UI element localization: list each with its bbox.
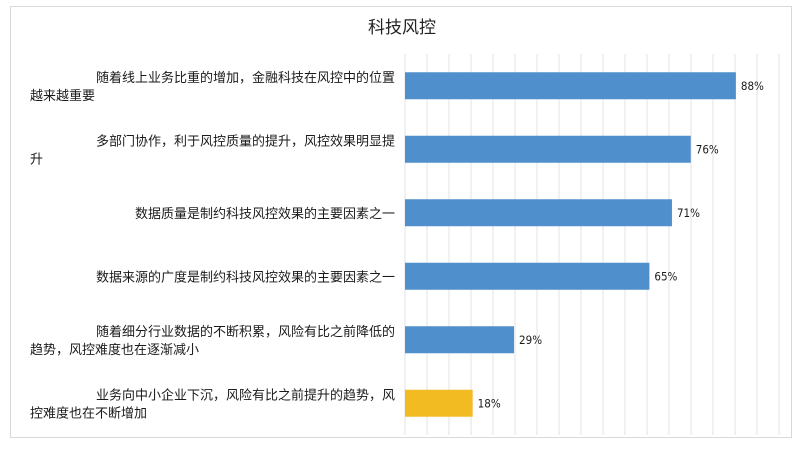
category-label: 随着细分行业数据的不断积累，风险有比之前降低的 bbox=[96, 324, 395, 340]
bar-chart: 随着线上业务比重的增加，金融科技在风控中的位置越来越重要多部门协作，利于风控质量… bbox=[30, 18, 780, 435]
value-label: 65% bbox=[654, 269, 677, 283]
chart-title: 科技风控 bbox=[368, 18, 436, 38]
value-label: 29% bbox=[519, 333, 542, 347]
grid-lines bbox=[404, 54, 780, 435]
category-label: 升 bbox=[30, 152, 43, 167]
category-label: 控难度也在不断增加 bbox=[30, 405, 147, 421]
bar bbox=[405, 326, 515, 354]
bar bbox=[405, 262, 650, 290]
category-label: 多部门协作，利于风控质量的提升，风控效果明显提 bbox=[96, 133, 395, 149]
category-label: 随着线上业务比重的增加，金融科技在风控中的位置 bbox=[96, 70, 395, 86]
value-labels: 88% 76% 71% 65% 29% 18% bbox=[478, 79, 764, 411]
bars bbox=[405, 72, 736, 417]
bar bbox=[405, 72, 736, 100]
value-label: 71% bbox=[677, 206, 700, 220]
category-label: 越来越重要 bbox=[30, 88, 95, 104]
value-label: 18% bbox=[478, 396, 501, 410]
category-label: 数据来源的广度是制约科技风控效果的主要因素之一 bbox=[96, 269, 395, 285]
chart-frame: 随着线上业务比重的增加，金融科技在风控中的位置 越来越重要多部门协作，利于风控质量… bbox=[10, 6, 792, 438]
bar bbox=[405, 389, 473, 417]
bar bbox=[405, 135, 691, 163]
value-label: 88% bbox=[741, 79, 764, 93]
value-label: 76% bbox=[696, 142, 719, 156]
category-label: 数据质量是制约科技风控效果的主要因素之一 bbox=[135, 206, 395, 222]
category-labels: 随着线上业务比重的增加，金融科技在风控中的位置越来越重要多部门协作，利于风控质量… bbox=[30, 70, 395, 422]
category-label: 趋势，风控难度也在逐渐减小 bbox=[30, 342, 199, 358]
category-label: 业务向中小企业下沉，风险有比之前提升的趋势，风 bbox=[96, 387, 395, 403]
bar bbox=[405, 199, 672, 227]
